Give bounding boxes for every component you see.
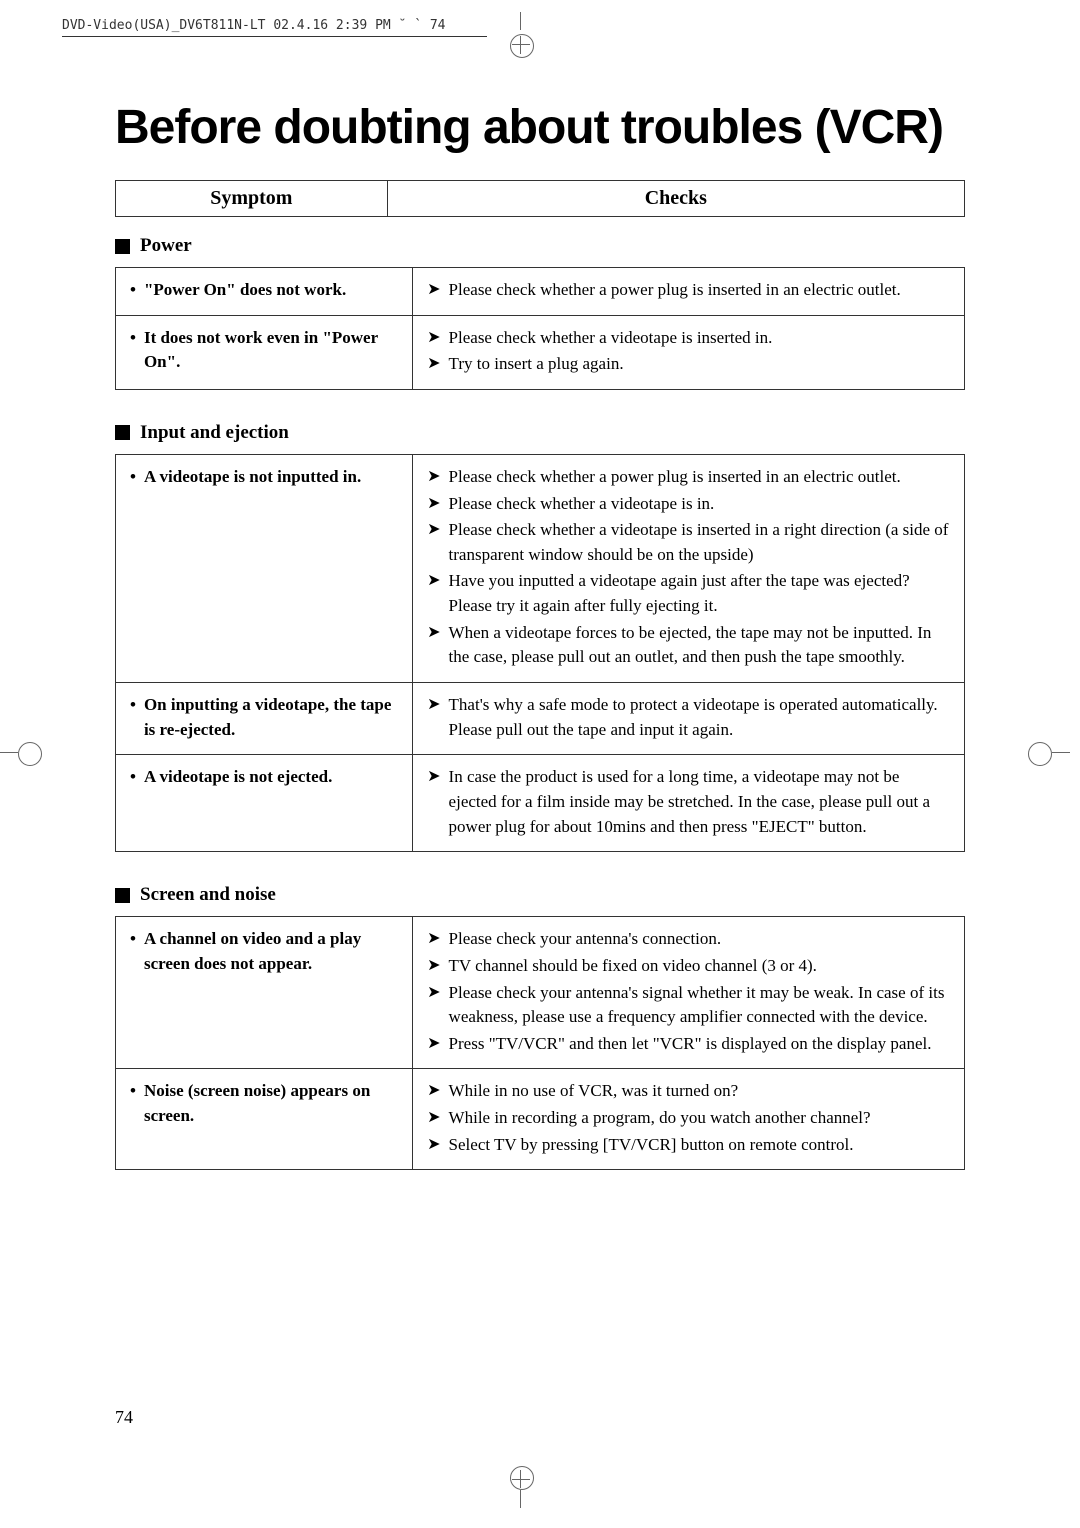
arrow-icon: ➤ [427, 954, 440, 977]
symptom-text: A channel on video and a play screen doe… [144, 927, 398, 976]
arrow-icon: ➤ [427, 765, 440, 788]
check-text: Select TV by pressing [TV/VCR] button on… [449, 1133, 854, 1158]
check-text: While in no use of VCR, was it turned on… [449, 1079, 739, 1104]
crop-mark-bottom [506, 1468, 536, 1508]
check-text: Please check whether a videotape is inse… [449, 326, 773, 351]
symptom-text: On inputting a videotape, the tape is re… [144, 693, 398, 742]
checks-header: Checks [387, 181, 964, 217]
arrow-icon: ➤ [427, 927, 440, 950]
bullet-icon: • [130, 465, 136, 490]
table-row: • A videotape is not ejected. ➤ In case t… [116, 755, 965, 852]
arrow-icon: ➤ [427, 1133, 440, 1156]
page-title: Before doubting about troubles (VCR) [115, 100, 965, 155]
symptom-text: A videotape is not inputted in. [144, 465, 361, 490]
document-header: DVD-Video(USA)_DV6T811N-LT 02.4.16 2:39 … [62, 18, 446, 33]
page-number: 74 [115, 1407, 133, 1428]
check-text: Please check whether a power plug is ins… [449, 465, 901, 490]
arrow-icon: ➤ [427, 492, 440, 515]
screen-table: • A channel on video and a play screen d… [115, 916, 965, 1170]
arrow-icon: ➤ [427, 352, 440, 375]
arrow-icon: ➤ [427, 1079, 440, 1102]
header-underline [62, 36, 487, 37]
column-header-table: Symptom Checks [115, 180, 965, 217]
bullet-icon: • [130, 693, 136, 718]
arrow-icon: ➤ [427, 1106, 440, 1129]
check-text: Please check whether a videotape is in. [449, 492, 715, 517]
arrow-icon: ➤ [427, 981, 440, 1004]
symptom-text: A videotape is not ejected. [144, 765, 332, 790]
section-power-header: Power [115, 235, 965, 257]
crop-mark-top [506, 12, 536, 42]
symptom-header: Symptom [116, 181, 388, 217]
symptom-text: Noise (screen noise) appears on screen. [144, 1079, 398, 1128]
arrow-icon: ➤ [427, 693, 440, 716]
symptom-text: "Power On" does not work. [144, 278, 346, 303]
bullet-icon: • [130, 278, 136, 303]
check-text: Try to insert a plug again. [449, 352, 624, 377]
table-row: • "Power On" does not work. ➤ Please che… [116, 268, 965, 316]
section-input-header: Input and ejection [115, 422, 965, 444]
check-text: That's why a safe mode to protect a vide… [449, 693, 950, 742]
check-text: Please check whether a power plug is ins… [449, 278, 901, 303]
arrow-icon: ➤ [427, 518, 440, 541]
section-power-title: Power [140, 235, 192, 257]
crop-mark-right [1030, 738, 1070, 768]
table-row: • Noise (screen noise) appears on screen… [116, 1069, 965, 1170]
square-bullet-icon [115, 239, 130, 254]
check-text: TV channel should be fixed on video chan… [449, 954, 817, 979]
arrow-icon: ➤ [427, 569, 440, 592]
table-row: • A channel on video and a play screen d… [116, 917, 965, 1069]
symptom-text: It does not work even in "Power On". [144, 326, 398, 375]
check-text: In case the product is used for a long t… [449, 765, 950, 839]
check-text: When a videotape forces to be ejected, t… [449, 621, 950, 670]
check-text: Please check your antenna's connection. [449, 927, 722, 952]
arrow-icon: ➤ [427, 465, 440, 488]
arrow-icon: ➤ [427, 278, 440, 301]
check-text: Please check your antenna's signal wheth… [449, 981, 950, 1030]
section-screen-title: Screen and noise [140, 884, 276, 906]
bullet-icon: • [130, 326, 136, 351]
power-table: • "Power On" does not work. ➤ Please che… [115, 267, 965, 390]
square-bullet-icon [115, 425, 130, 440]
crop-mark-left [0, 738, 40, 768]
table-row: • On inputting a videotape, the tape is … [116, 683, 965, 755]
check-text: Press "TV/VCR" and then let "VCR" is dis… [449, 1032, 932, 1057]
square-bullet-icon [115, 888, 130, 903]
table-row: • A videotape is not inputted in. ➤ Pleas… [116, 454, 965, 682]
check-text: Have you inputted a videotape again just… [449, 569, 950, 618]
check-text: Please check whether a videotape is inse… [449, 518, 950, 567]
check-text: While in recording a program, do you wat… [449, 1106, 871, 1131]
bullet-icon: • [130, 927, 136, 952]
section-screen-header: Screen and noise [115, 884, 965, 906]
arrow-icon: ➤ [427, 1032, 440, 1055]
bullet-icon: • [130, 1079, 136, 1104]
bullet-icon: • [130, 765, 136, 790]
section-input-title: Input and ejection [140, 422, 289, 444]
table-row: • It does not work even in "Power On". ➤… [116, 315, 965, 389]
arrow-icon: ➤ [427, 326, 440, 349]
input-table: • A videotape is not inputted in. ➤ Pleas… [115, 454, 965, 852]
arrow-icon: ➤ [427, 621, 440, 644]
